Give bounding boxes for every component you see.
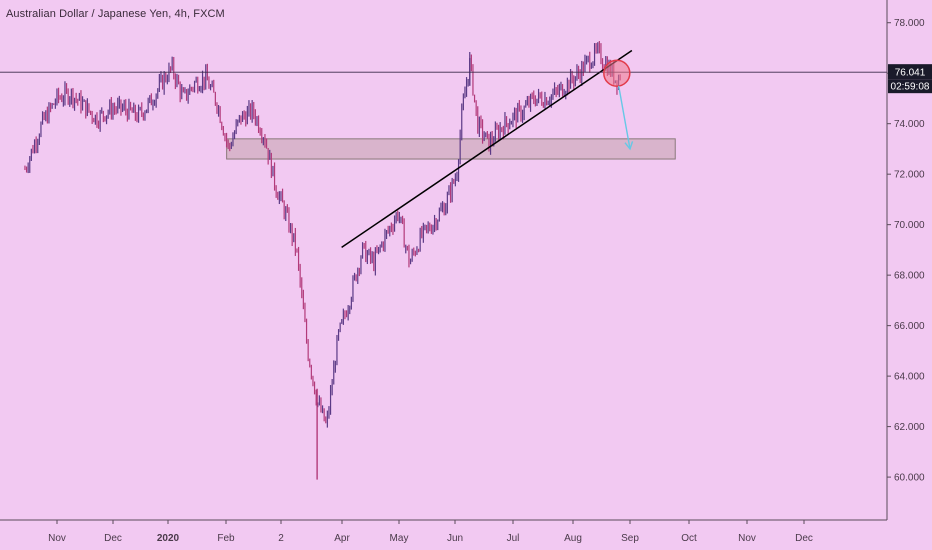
y-tick-label: 70.000 — [894, 220, 925, 231]
trendline[interactable] — [341, 49, 633, 248]
current-price-label: 76.041 — [895, 68, 926, 79]
countdown-label: 02:59:08 — [891, 82, 930, 93]
y-tick-label: 72.000 — [894, 170, 925, 181]
projection-arrow-head — [624, 141, 634, 151]
x-tick-label: Nov — [48, 533, 66, 544]
x-tick-label: Nov — [738, 533, 756, 544]
x-tick-label: Jul — [507, 533, 520, 544]
projection-arrow[interactable] — [618, 85, 631, 150]
y-tick-label: 60.000 — [894, 473, 925, 484]
x-tick-label: Aug — [564, 533, 582, 544]
y-tick-label: 68.000 — [894, 271, 925, 282]
y-tick-label: 64.000 — [894, 372, 925, 383]
x-tick-label: 2020 — [157, 533, 180, 544]
support-zone[interactable] — [226, 138, 676, 160]
x-tick-label: 2 — [278, 533, 284, 544]
y-tick-label: 78.000 — [894, 18, 925, 29]
y-tick-label: 62.000 — [894, 422, 925, 433]
highlight-circle[interactable] — [603, 59, 631, 87]
x-tick-label: Dec — [104, 533, 122, 544]
y-tick-label: 74.000 — [894, 119, 925, 130]
x-tick-label: Jun — [447, 533, 463, 544]
y-tick-label: 66.000 — [894, 321, 925, 332]
x-tick-label: Sep — [621, 533, 639, 544]
x-tick-label: Dec — [795, 533, 813, 544]
chart-title: Australian Dollar / Japanese Yen, 4h, FX… — [6, 8, 225, 20]
x-tick-label: Feb — [217, 533, 235, 544]
x-tick-label: Apr — [334, 533, 350, 544]
x-tick-label: Oct — [681, 533, 697, 544]
x-tick-label: May — [390, 533, 409, 544]
countdown-badge — [888, 79, 932, 94]
current-price-badge — [888, 64, 932, 80]
